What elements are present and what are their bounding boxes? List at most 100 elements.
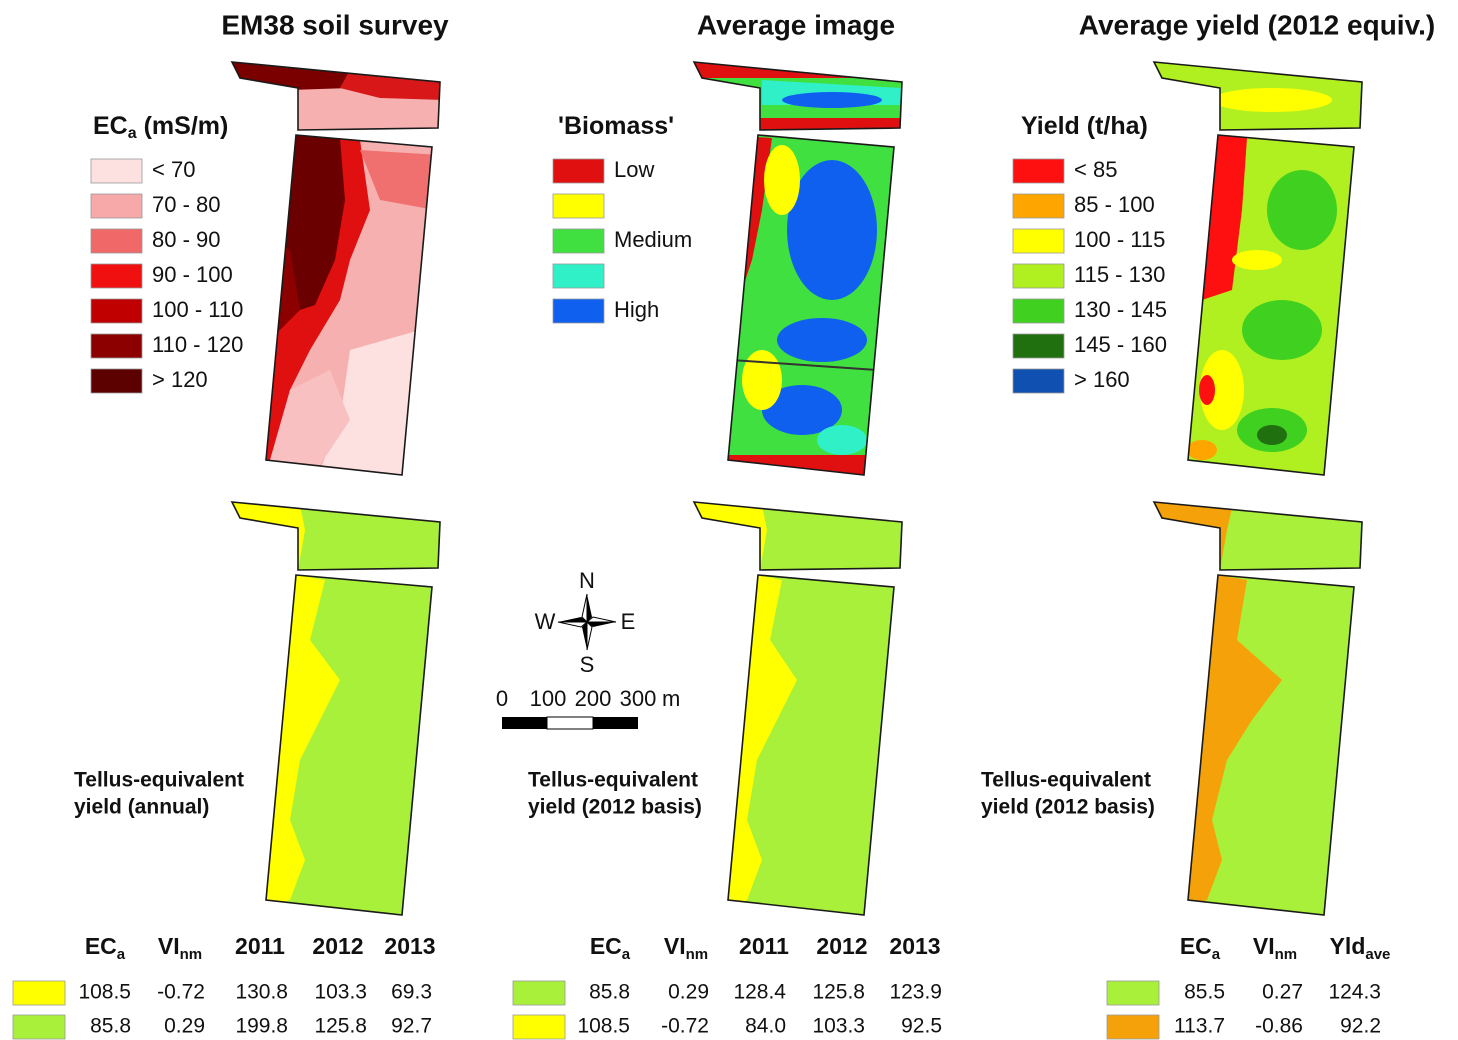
compass-letter: S — [580, 652, 595, 677]
map-label: yield (annual) — [74, 796, 209, 819]
table-cell: -0.72 — [661, 1015, 709, 1038]
table-cell: 0.27 — [1262, 981, 1303, 1004]
scale-label: 200 — [575, 686, 612, 711]
table-header: ECa — [1180, 933, 1221, 963]
table-cell: 84.0 — [745, 1015, 786, 1038]
table-header-part: Yld — [1330, 933, 1366, 959]
compass — [558, 594, 616, 650]
legend-swatch — [91, 194, 142, 218]
table-header: 2013 — [889, 933, 940, 959]
legend-swatch — [1013, 229, 1064, 253]
row-swatch — [13, 981, 65, 1005]
legend-label: 100 - 115 — [1074, 227, 1165, 252]
table-header-part: VI — [664, 933, 686, 959]
row-swatch — [513, 1015, 565, 1039]
table-cell: 69.3 — [391, 981, 432, 1004]
table-cell: 199.8 — [235, 1015, 288, 1038]
table-cell: 85.8 — [589, 981, 630, 1004]
map-label: yield (2012 basis) — [981, 796, 1155, 819]
map-label: yield (2012 basis) — [528, 796, 702, 819]
legend-label: Low — [614, 157, 654, 182]
biomass-map — [692, 60, 912, 480]
table-cell: 123.9 — [889, 981, 942, 1004]
table-header-sub: nm — [1275, 946, 1298, 963]
legend-swatch — [553, 229, 604, 253]
table-cell: 0.29 — [668, 981, 709, 1004]
legend-swatch — [91, 229, 142, 253]
legend-label: 80 - 90 — [152, 227, 221, 252]
table-cell: 130.8 — [235, 981, 288, 1004]
table-header-sub: a — [622, 946, 631, 963]
legend-swatch — [91, 369, 142, 393]
table-cell: 125.8 — [812, 981, 865, 1004]
table-header-part: 2013 — [384, 933, 435, 959]
panel-title: EM38 soil survey — [221, 9, 449, 40]
legend-swatch — [91, 264, 142, 288]
scale-unit: m — [662, 686, 680, 711]
table-header: VInm — [664, 933, 708, 963]
table-header-sub: ave — [1365, 946, 1390, 963]
table-cell: 92.7 — [391, 1015, 432, 1038]
legend-label: > 160 — [1074, 367, 1130, 392]
tellus-annual-map — [230, 500, 450, 920]
table-cell: 92.5 — [901, 1015, 942, 1038]
table-cell: -0.86 — [1255, 1015, 1303, 1038]
legend-swatch — [553, 194, 604, 218]
legend-swatch — [1013, 299, 1064, 323]
legend-swatch — [553, 264, 604, 288]
legend-label: 130 - 145 — [1074, 297, 1167, 322]
table-cell: 103.3 — [812, 1015, 865, 1038]
figure: EM38 soil surveyAverage imageAverage yie… — [0, 0, 1458, 1040]
table-header-sub: a — [117, 946, 126, 963]
table-header: 2012 — [312, 933, 363, 959]
map-label: Tellus-equivalent — [74, 769, 244, 792]
map-label: Tellus-equivalent — [981, 769, 1151, 792]
legend-title-part: EC — [93, 112, 128, 140]
legend-label: 115 - 130 — [1074, 262, 1165, 287]
ec-map — [230, 60, 450, 480]
legend-swatch — [553, 159, 604, 183]
table-header-sub: nm — [180, 946, 203, 963]
table-header: ECa — [85, 933, 126, 963]
table-header-part: VI — [1253, 933, 1275, 959]
table-cell: 108.5 — [577, 1015, 630, 1038]
table-header: 2012 — [816, 933, 867, 959]
table-header-part: EC — [1180, 933, 1212, 959]
row-swatch — [1107, 981, 1159, 1005]
legend-swatch — [1013, 334, 1064, 358]
tellus-2012-map — [692, 500, 912, 920]
panel-title: Average yield (2012 equiv.) — [1079, 9, 1435, 40]
table-header-part: EC — [85, 933, 117, 959]
table-header-part: EC — [590, 933, 622, 959]
legend-swatch — [91, 299, 142, 323]
table-cell: 108.5 — [78, 981, 131, 1004]
legend-swatch — [553, 299, 604, 323]
table-header: Yldave — [1330, 933, 1391, 963]
table-header-part: 2012 — [312, 933, 363, 959]
table-cell: 124.3 — [1328, 981, 1381, 1004]
table-header-part: 2011 — [739, 933, 789, 959]
legend-label: 145 - 160 — [1074, 332, 1167, 357]
scale-label: 0 — [496, 686, 508, 711]
legend-label: < 85 — [1074, 157, 1117, 182]
table-cell: 103.3 — [314, 981, 367, 1004]
legend-title: Yield (t/ha) — [1021, 112, 1148, 140]
row-swatch — [1107, 1015, 1159, 1039]
legend-swatch — [1013, 159, 1064, 183]
table-header-sub: a — [1212, 946, 1221, 963]
table-header-part: 2011 — [235, 933, 285, 959]
table-header: 2011 — [739, 933, 789, 959]
table-cell: 85.8 — [90, 1015, 131, 1038]
table-header: VInm — [158, 933, 202, 963]
legend-title-part: Yield (t/ha) — [1021, 112, 1148, 140]
legend-label: > 120 — [152, 367, 208, 392]
legend-label: 100 - 110 — [152, 297, 243, 322]
legend-title: ECa (mS/m) — [93, 112, 228, 143]
table-cell: 113.7 — [1174, 1015, 1225, 1038]
table-header-part: VI — [158, 933, 180, 959]
legend-label: 110 - 120 — [152, 332, 243, 357]
map-label: Tellus-equivalent — [528, 769, 698, 792]
row-swatch — [13, 1015, 65, 1039]
table-cell: 0.29 — [164, 1015, 205, 1038]
legend-swatch — [1013, 194, 1064, 218]
